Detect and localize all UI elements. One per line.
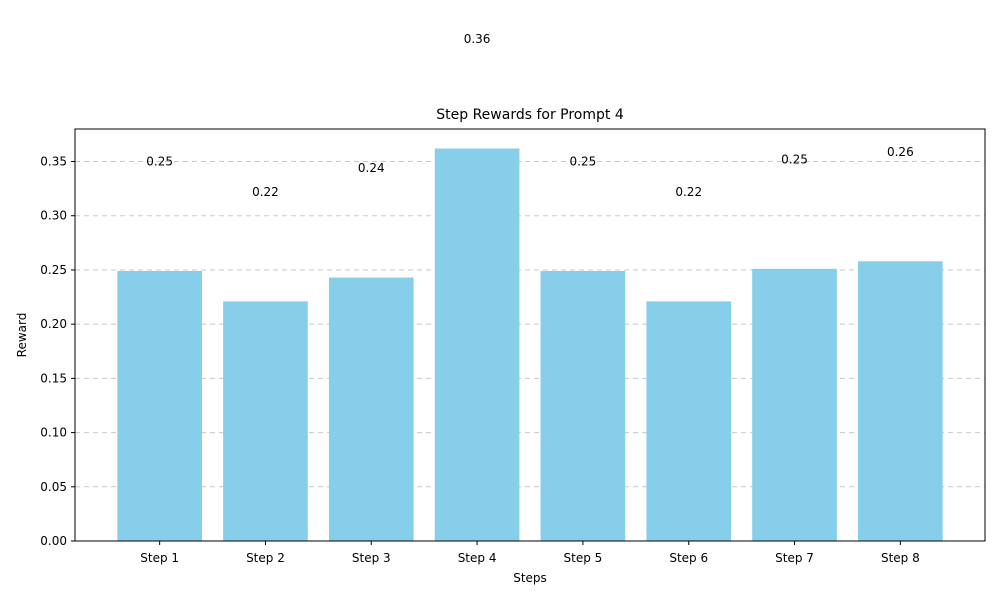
chart-title: Step Rewards for Prompt 4 bbox=[436, 107, 624, 123]
bar bbox=[117, 271, 202, 541]
bar bbox=[540, 271, 626, 541]
bar bbox=[858, 261, 943, 541]
data-labels: 0.25 0.22 0.24 0.36 0.25 0.22 0.25 0.26 bbox=[146, 32, 913, 199]
data-label: 0.24 bbox=[358, 161, 385, 175]
x-tick-label: Step 8 bbox=[881, 551, 920, 565]
x-axis: Step 1 Step 2 Step 3 Step 4 Step 5 Step 6 Step… bbox=[140, 541, 920, 565]
x-tick-label: Step 3 bbox=[352, 551, 391, 565]
x-tick-label: Step 5 bbox=[564, 551, 603, 565]
x-tick-label: Step 4 bbox=[458, 551, 497, 565]
y-tick-label: 0.10 bbox=[40, 426, 67, 440]
data-label: 0.26 bbox=[887, 145, 914, 159]
y-tick-label: 0.30 bbox=[40, 209, 67, 223]
y-tick-label: 0.00 bbox=[40, 534, 67, 548]
bar bbox=[752, 268, 837, 541]
bar bbox=[646, 301, 732, 541]
grid-layer bbox=[75, 161, 985, 488]
y-axis: 0.00 0.05 0.10 0.15 0.20 0.25 0.30 0.35 bbox=[40, 155, 75, 548]
data-label: 0.25 bbox=[781, 152, 808, 166]
y-tick-label: 0.25 bbox=[40, 263, 67, 277]
data-label: 0.36 bbox=[464, 32, 491, 46]
y-tick-label: 0.05 bbox=[40, 480, 67, 494]
bar bbox=[434, 148, 520, 541]
y-tick-label: 0.15 bbox=[40, 371, 67, 385]
bar bbox=[328, 277, 414, 541]
data-label: 0.25 bbox=[146, 155, 173, 169]
bars-layer bbox=[117, 148, 943, 541]
x-tick-label: Step 7 bbox=[775, 551, 814, 565]
y-axis-label: Reward bbox=[15, 313, 29, 358]
y-tick-label: 0.20 bbox=[40, 317, 67, 331]
data-label: 0.22 bbox=[675, 185, 702, 199]
x-tick-label: Step 6 bbox=[669, 551, 708, 565]
bar bbox=[223, 301, 308, 541]
x-axis-label: Steps bbox=[513, 571, 547, 585]
x-tick-label: Step 2 bbox=[246, 551, 285, 565]
x-tick-label: Step 1 bbox=[140, 551, 179, 565]
data-label: 0.25 bbox=[570, 155, 597, 169]
data-label: 0.22 bbox=[252, 185, 279, 199]
y-tick-label: 0.35 bbox=[40, 155, 67, 169]
plot-frame bbox=[74, 128, 986, 542]
